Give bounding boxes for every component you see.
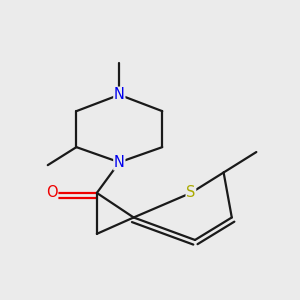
Text: S: S xyxy=(186,185,196,200)
Text: O: O xyxy=(46,185,58,200)
Text: N: N xyxy=(114,155,125,170)
Text: N: N xyxy=(114,87,125,102)
